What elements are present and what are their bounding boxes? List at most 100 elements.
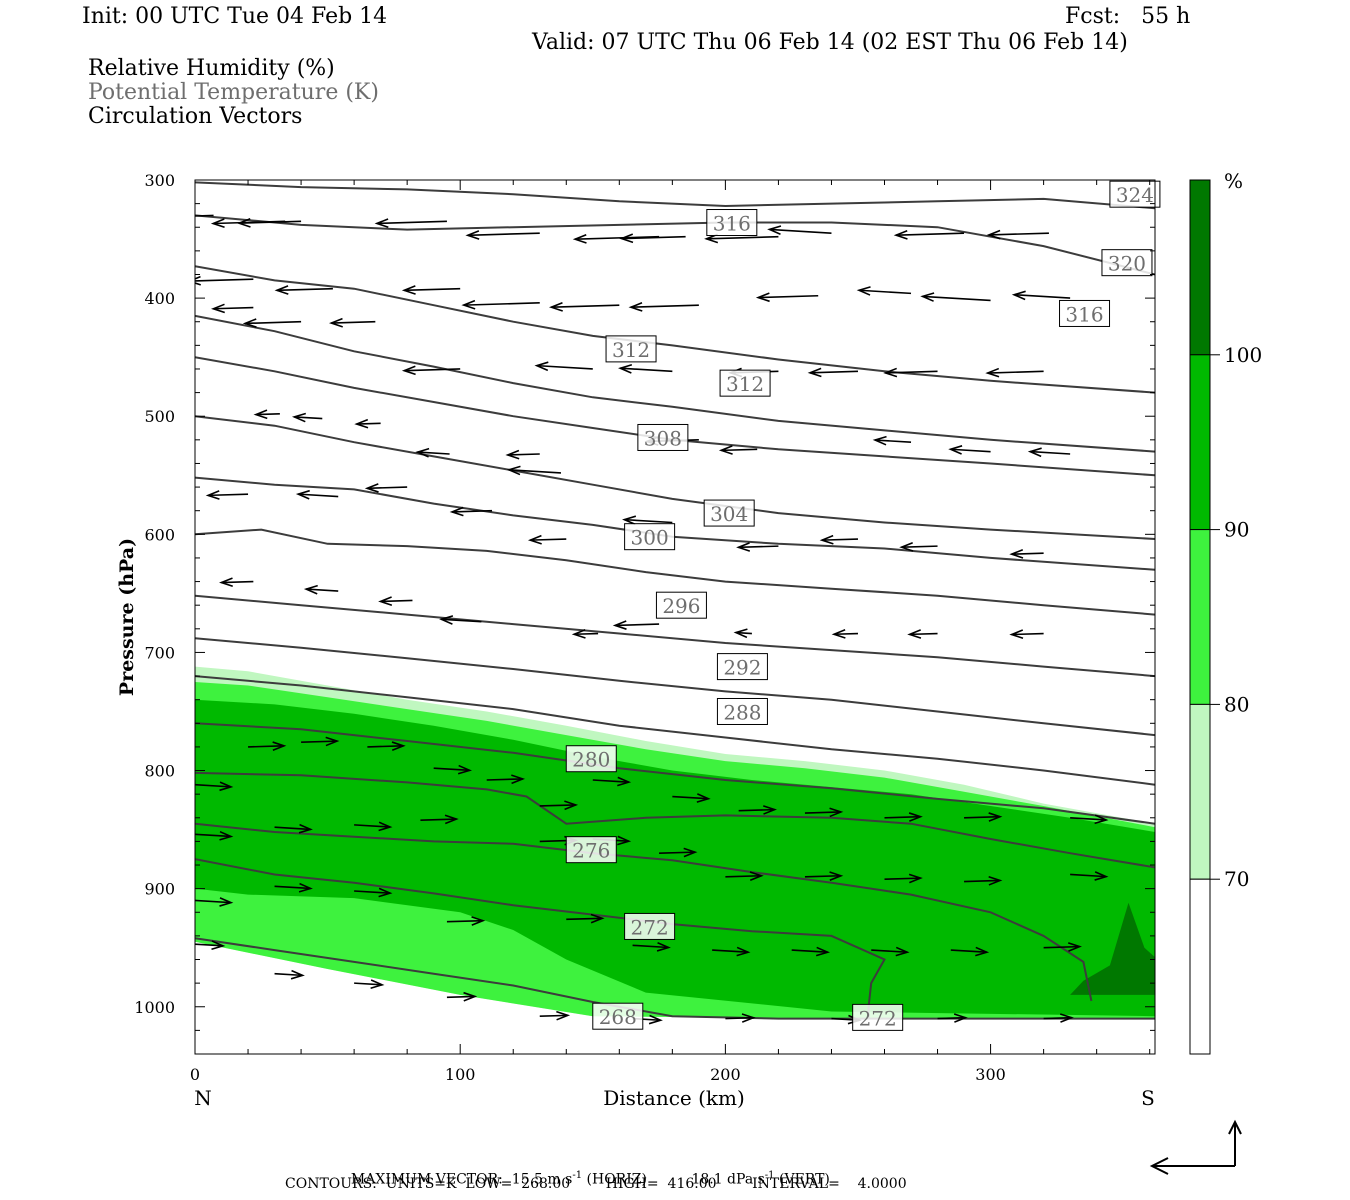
circulation-vector-head xyxy=(1067,942,1082,952)
circulation-vector-head xyxy=(298,882,313,893)
circulation-vector-head xyxy=(948,445,963,455)
circulation-vector xyxy=(1030,450,1071,455)
circulation-vector-head xyxy=(590,913,605,924)
circulation-vector xyxy=(467,232,540,237)
circulation-vector-head xyxy=(457,764,473,775)
circulation-vector-head xyxy=(683,847,698,858)
circulation-vector-head xyxy=(439,615,454,625)
circulation-vector xyxy=(950,448,991,453)
circulation-vector xyxy=(884,877,921,880)
circulation-vector xyxy=(306,588,339,592)
circulation-vector xyxy=(539,1014,568,1018)
circulation-vector xyxy=(791,949,828,954)
circulation-vector-head xyxy=(1011,290,1026,301)
theta-contour-280 xyxy=(195,771,1155,869)
x-tick-label: 300 xyxy=(975,1065,1006,1084)
circulation-vector xyxy=(221,580,254,584)
circulation-vector xyxy=(446,919,483,923)
circulation-vector xyxy=(871,949,908,954)
circulation-vector xyxy=(1011,632,1044,636)
y-tick-label: 500 xyxy=(144,407,175,426)
circulation-vector-head xyxy=(236,218,251,228)
colorbar-band xyxy=(1189,703,1211,880)
circulation-vector-head xyxy=(401,285,416,295)
contour-label: 292 xyxy=(723,656,761,680)
contour-label: 316 xyxy=(713,212,751,236)
circulation-vector xyxy=(274,972,303,977)
circulation-vector xyxy=(356,422,381,425)
circulation-vector-head xyxy=(295,489,310,500)
legend-relative-humidity: Relative Humidity (%) xyxy=(88,56,335,81)
circulation-vector-head xyxy=(219,830,234,841)
circulation-vector xyxy=(821,538,859,541)
circulation-vector-head xyxy=(463,991,478,1002)
contour-label: 304 xyxy=(710,502,748,526)
circulation-vector-head xyxy=(511,774,526,785)
circulation-vector xyxy=(294,416,323,420)
circulation-vector xyxy=(451,509,493,513)
circulation-vector-head xyxy=(856,286,871,296)
circulation-vector xyxy=(380,599,413,603)
circulation-vector xyxy=(446,995,475,999)
circulation-vector xyxy=(239,220,302,224)
theta-contour-316 xyxy=(195,314,1155,453)
circulation-vector-head xyxy=(506,465,521,476)
contour-label: 312 xyxy=(726,372,764,396)
circulation-vector xyxy=(248,745,285,748)
circulation-vector-head xyxy=(291,412,307,423)
circulation-vector xyxy=(404,368,461,372)
theta-contour-312 xyxy=(195,356,1155,477)
contour-label: 280 xyxy=(572,748,610,772)
circulation-vector xyxy=(1043,1016,1072,1020)
y-tick-label: 700 xyxy=(144,643,175,662)
circulation-vector-head xyxy=(219,897,234,907)
circulation-vector xyxy=(874,439,912,443)
circulation-vector xyxy=(615,623,660,627)
circulation-vector xyxy=(367,745,404,748)
circulation-vector xyxy=(988,232,1049,236)
colorbar-band xyxy=(1189,354,1211,531)
circulation-vector xyxy=(551,304,620,309)
theta-contour-296 xyxy=(195,594,1155,678)
contour-label: 316 xyxy=(1065,302,1103,326)
circulation-vector xyxy=(621,235,686,240)
circulation-vector-head xyxy=(378,821,393,832)
circulation-vector-head xyxy=(471,916,486,926)
circulation-vector-head xyxy=(895,946,910,957)
circulation-vector xyxy=(195,228,196,230)
circulation-vector-head xyxy=(290,969,305,980)
y-tick-label: 1000 xyxy=(134,998,175,1017)
circulation-vector xyxy=(735,631,752,635)
x-axis-left-end-label: N xyxy=(194,1086,212,1110)
contour-label-box xyxy=(706,209,758,237)
colorbar-tick-label: 100 xyxy=(1224,343,1262,367)
theta-contour-284 xyxy=(195,722,1155,825)
circulation-vector xyxy=(632,944,669,949)
circulation-vector-head xyxy=(1027,447,1042,458)
circulation-vector xyxy=(885,370,938,374)
circulation-vector-head xyxy=(622,515,637,526)
circulation-vector-head xyxy=(899,542,914,552)
circulation-vector xyxy=(195,899,232,904)
circulation-vector-head xyxy=(534,361,549,372)
forecast-hour: Fcst: 55 h xyxy=(1065,4,1191,29)
contour-label-box xyxy=(565,745,617,773)
y-tick-label: 300 xyxy=(144,171,175,190)
theta-contour-276 xyxy=(195,822,1093,1002)
contour-label-box xyxy=(1109,180,1161,208)
legend-potential-temperature: Potential Temperature (K) xyxy=(88,80,379,105)
contour-label-box xyxy=(565,836,617,864)
circulation-vector xyxy=(964,815,1001,819)
theta-contour-292 xyxy=(195,637,1155,737)
circulation-vector-head xyxy=(272,741,287,752)
circulation-vector-head xyxy=(920,292,935,302)
circulation-vector xyxy=(896,232,965,236)
circulation-vector-head xyxy=(618,364,633,374)
circulation-vector xyxy=(274,826,311,831)
circulation-vector-head xyxy=(444,814,459,825)
circulation-vector-head xyxy=(242,318,257,328)
circulation-vector-head xyxy=(755,292,770,303)
circulation-vector-head xyxy=(696,793,711,803)
max-vector-exponent-1: -1 xyxy=(572,1170,583,1181)
legend-circulation-vectors: Circulation Vectors xyxy=(88,104,303,129)
